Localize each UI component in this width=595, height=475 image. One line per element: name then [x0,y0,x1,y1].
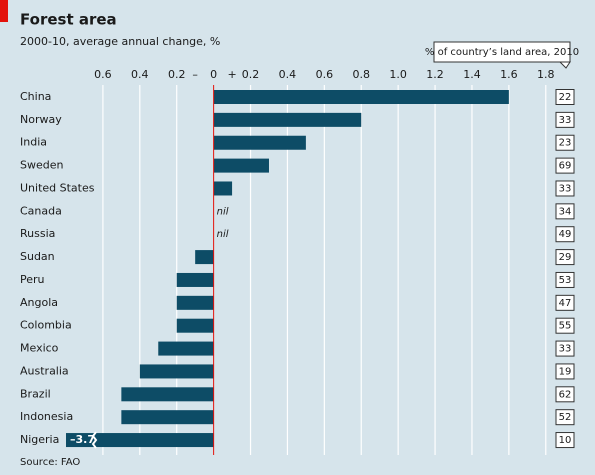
land-area-box [555,89,575,105]
x-tick-label: 1.6 [500,68,518,81]
land-area-header: % of country’s land area, 2010 [425,47,579,58]
category-label: India [20,136,47,149]
land-area-value: 33 [559,115,572,126]
sign-label: – [192,68,198,81]
land-area-value: 52 [559,412,572,423]
land-area-box [555,134,575,151]
bar [213,158,269,173]
bars [66,90,509,448]
x-tick-label: 0.6 [94,68,112,81]
land-area-box [555,317,575,334]
category-label: Nigeria [20,433,59,446]
bar [213,181,233,196]
bar [66,433,214,448]
x-tick-label: 0.2 [168,68,186,81]
category-label: United States [20,181,95,194]
x-tick-label: 0.6 [316,68,334,81]
land-area-box [555,180,575,197]
category-label: Australia [20,364,69,377]
x-tick-label: 1.0 [389,68,407,81]
land-area-value: 53 [559,275,572,286]
land-area-box [555,294,575,311]
x-tick-label: 0.8 [352,68,370,81]
category-label: Mexico [20,342,59,355]
land-area-box [555,432,575,449]
source: Source: FAO [20,457,80,468]
land-area-value: 62 [559,389,572,400]
land-area-box [555,203,575,220]
value-label: nil [217,206,229,217]
category-label: Colombia [20,319,72,332]
chart-subtitle: 2000-10, average annual change, % [20,35,220,48]
land-area-box [555,386,575,403]
land-area-value: 22 [559,92,572,103]
category-label: Norway [20,113,62,126]
land-area-value: 33 [559,344,572,355]
land-area-value: 55 [559,321,572,332]
land-area-value: 19 [559,366,572,377]
land-area-box [555,271,575,288]
land-area-box [555,409,575,426]
category-label: Russia [20,227,55,240]
value-label: nil [217,229,229,240]
x-tick-label: 1.4 [463,68,481,81]
x-tick-label: 1.2 [426,68,444,81]
category-label: Brazil [20,387,51,400]
axis-break [91,431,98,449]
land-area-box [555,157,575,174]
land-area-value: 33 [559,183,572,194]
land-area-value: 10 [559,435,572,446]
land-area-box [555,111,575,128]
category-label: Angola [20,296,58,309]
land-area-value: 69 [559,161,572,172]
land-area-box [555,226,575,243]
bar [176,318,214,333]
category-label: Indonesia [20,410,73,423]
bar [176,295,214,310]
land-area-box [555,363,575,380]
land-area-header-box [433,41,571,63]
category-label: Canada [20,204,62,217]
land-area-box [555,249,575,266]
chart-title: Forest area [20,11,117,29]
sign-label: + [227,68,236,81]
bar [121,410,214,425]
red-tag [0,0,8,22]
land-area-value: 47 [559,298,572,309]
land-area-value: 29 [559,252,572,263]
land-area-value: 49 [559,229,572,240]
land-area-value: 23 [559,138,572,149]
bar [213,135,306,150]
x-tick-label: 0 [210,68,217,81]
bar [176,272,214,287]
bar [213,112,362,127]
bar [121,387,214,402]
x-tick-label: 0.4 [131,68,149,81]
x-tick-label: 0.2 [242,68,260,81]
value-label: –3.7 [70,433,95,446]
bar [139,364,214,379]
category-label: Sweden [20,159,63,172]
land-area-box [555,340,575,357]
category-label: Peru [20,273,45,286]
category-label: China [20,90,51,103]
x-tick-label: 1.8 [537,68,555,81]
x-tick-label: 0.4 [279,68,297,81]
land-area-value: 34 [559,206,572,217]
header-pointer [558,61,571,69]
category-label: Sudan [20,250,55,263]
bar [158,341,214,356]
bar [213,90,509,104]
bar [195,250,214,265]
